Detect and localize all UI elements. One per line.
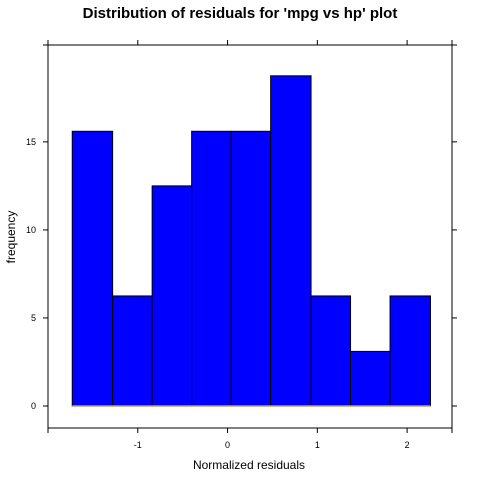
histogram-bar-6: [270, 75, 312, 407]
y-tick-label: 0: [31, 401, 36, 411]
x-tick-label: -1: [134, 440, 142, 450]
y-tick-label: 5: [31, 313, 36, 323]
histogram-bar-5: [230, 130, 272, 407]
chart-title: Distribution of residuals for 'mpg vs hp…: [83, 5, 398, 22]
x-tick-label: 0: [225, 440, 230, 450]
histogram-bar-7: [310, 295, 352, 407]
histogram-bar-9: [389, 295, 431, 407]
ticks-layer: -1 0 1 2 0 5 10 15: [26, 40, 457, 450]
x-tick-label: 1: [315, 440, 320, 450]
bars-layer: [71, 75, 431, 407]
x-tick-label: 2: [405, 440, 410, 450]
plot-frame: [47, 44, 453, 429]
histogram-bar-3: [151, 185, 193, 407]
y-tick-label: 10: [26, 225, 36, 235]
y-axis-label: frequency: [4, 211, 18, 264]
x-axis-label: Normalized residuals: [193, 458, 305, 472]
histogram-bar-4: [191, 130, 232, 407]
histogram-bar-1: [71, 130, 114, 407]
y-tick-label: 15: [26, 137, 36, 147]
histogram-bar-8: [350, 350, 391, 407]
histogram-bar-2: [112, 295, 153, 407]
